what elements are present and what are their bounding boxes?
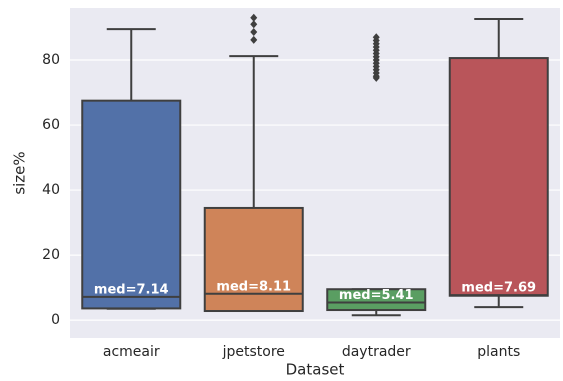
x-tick-label: acmeair (103, 344, 160, 360)
box (203, 206, 304, 313)
y-tick-label: 80 (42, 52, 60, 68)
box (81, 99, 182, 310)
median-label: med=5.41 (339, 288, 414, 303)
y-tick-label: 20 (42, 247, 60, 263)
y-axis-label: size% (11, 151, 29, 194)
y-tick-label: 0 (51, 312, 60, 328)
outlier (250, 20, 258, 29)
outlier (372, 73, 380, 82)
outlier (250, 13, 258, 22)
outlier (250, 35, 258, 44)
outlier (250, 28, 258, 37)
y-tick-label: 40 (42, 182, 60, 198)
x-axis-label: Dataset (286, 361, 345, 379)
box (448, 57, 549, 297)
median-label: med=8.11 (216, 279, 291, 294)
box (326, 288, 427, 312)
median-label: med=7.69 (461, 281, 536, 296)
x-tick-label: plants (477, 344, 520, 360)
median-label: med=7.14 (94, 282, 169, 297)
x-tick-label: jpetstore (222, 344, 285, 360)
y-tick-label: 60 (42, 117, 60, 133)
x-tick-label: daytrader (342, 344, 411, 360)
